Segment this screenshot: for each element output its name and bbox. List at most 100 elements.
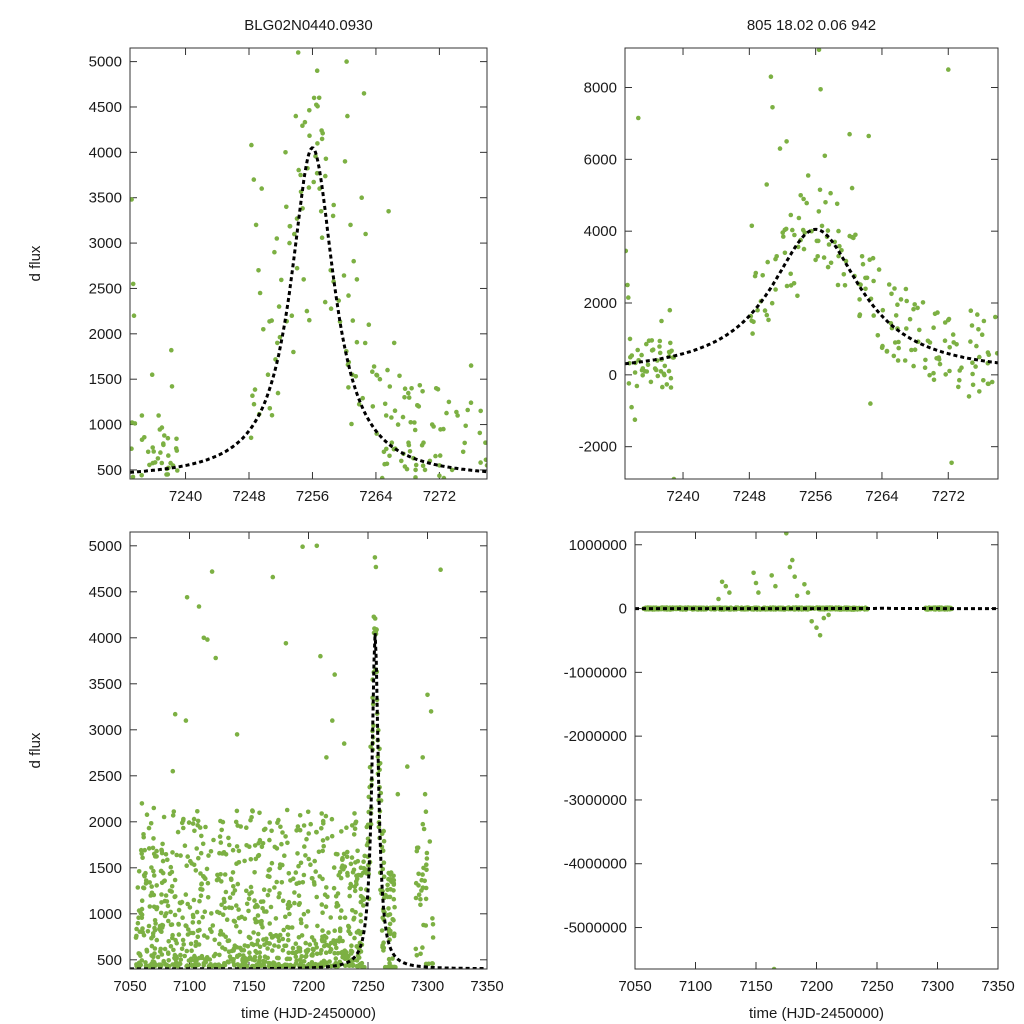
data-point xyxy=(263,826,268,832)
data-point xyxy=(260,899,266,904)
data-point xyxy=(950,332,956,337)
data-point xyxy=(226,938,232,943)
data-point xyxy=(157,923,163,929)
data-point xyxy=(235,881,241,887)
data-point xyxy=(159,850,165,856)
data-point xyxy=(314,170,320,176)
x-axis-label: time (HJD-2450000) xyxy=(749,1005,884,1022)
data-point xyxy=(847,131,852,137)
y-tick-label: 1000 xyxy=(89,417,122,434)
data-point xyxy=(372,555,378,560)
data-point xyxy=(639,352,644,358)
y-tick-label: 3000 xyxy=(89,235,122,252)
data-point xyxy=(136,915,141,920)
chart-title: 805 18.02 0.06 942 xyxy=(747,17,876,34)
plot-area xyxy=(625,48,998,479)
data-point xyxy=(171,809,177,814)
data-point xyxy=(332,672,338,677)
data-point xyxy=(646,338,652,344)
data-point xyxy=(422,467,428,473)
data-point xyxy=(222,872,228,877)
data-point xyxy=(311,179,317,185)
data-point xyxy=(437,473,442,479)
data-point xyxy=(133,489,138,494)
data-point xyxy=(146,825,152,831)
data-point xyxy=(279,841,284,847)
data-point xyxy=(183,892,189,897)
data-point xyxy=(191,862,197,868)
data-point xyxy=(275,340,280,346)
data-point xyxy=(642,369,648,374)
data-point xyxy=(756,590,761,595)
data-point xyxy=(267,961,273,966)
data-point xyxy=(303,853,308,858)
data-point xyxy=(154,848,159,854)
y-tick-label: -5000000 xyxy=(564,920,627,937)
data-point xyxy=(293,961,299,966)
data-point xyxy=(437,480,442,485)
data-point xyxy=(319,136,325,142)
data-point xyxy=(172,955,177,961)
data-point xyxy=(184,595,190,600)
data-point xyxy=(671,476,677,479)
data-point xyxy=(644,341,649,347)
data-point xyxy=(346,928,351,934)
data-point xyxy=(388,870,394,875)
data-point xyxy=(959,365,964,371)
data-point xyxy=(354,277,360,282)
data-point xyxy=(784,532,789,536)
model-curve xyxy=(130,146,487,474)
data-point xyxy=(208,849,214,854)
x-tick-label: 7272 xyxy=(423,488,456,505)
data-point xyxy=(413,462,419,468)
data-point xyxy=(246,908,251,914)
data-point xyxy=(834,201,840,207)
data-point xyxy=(130,446,134,451)
data-point xyxy=(817,633,823,638)
data-point xyxy=(143,960,148,965)
y-tick-label: 1500 xyxy=(89,371,122,388)
data-point xyxy=(236,860,242,865)
data-point xyxy=(319,811,325,816)
data-point xyxy=(312,858,318,864)
data-point xyxy=(135,885,141,890)
data-point xyxy=(662,372,667,378)
data-point xyxy=(932,311,938,317)
data-point xyxy=(179,946,185,952)
data-point xyxy=(301,277,307,282)
data-point xyxy=(354,963,360,969)
data-point xyxy=(149,372,155,378)
data-point xyxy=(158,910,164,916)
data-point xyxy=(468,363,474,368)
data-point xyxy=(213,655,218,661)
data-point xyxy=(771,966,777,969)
data-point xyxy=(134,926,139,932)
data-point xyxy=(904,298,909,304)
data-point xyxy=(149,865,154,870)
data-point xyxy=(248,435,254,441)
data-point xyxy=(165,903,171,909)
data-point xyxy=(143,881,149,886)
data-point xyxy=(244,888,249,894)
data-point xyxy=(782,250,788,256)
data-point xyxy=(139,413,145,418)
data-point xyxy=(320,910,325,915)
data-point xyxy=(370,369,375,375)
data-point xyxy=(345,113,350,119)
data-point xyxy=(413,475,418,479)
data-point xyxy=(769,300,775,306)
x-tick-label: 7250 xyxy=(860,978,893,995)
data-point xyxy=(324,885,329,890)
data-point xyxy=(283,641,289,646)
data-point xyxy=(753,580,759,586)
data-point xyxy=(141,480,146,485)
panel-4: time (HJD-2450000) -5000000 -4000000 -30000… xyxy=(564,531,1015,1022)
data-point xyxy=(349,943,354,948)
data-point xyxy=(364,824,370,830)
data-point xyxy=(866,133,871,139)
data-point xyxy=(970,360,975,366)
data-point xyxy=(164,962,170,968)
data-point xyxy=(346,923,351,929)
data-point xyxy=(139,473,144,478)
